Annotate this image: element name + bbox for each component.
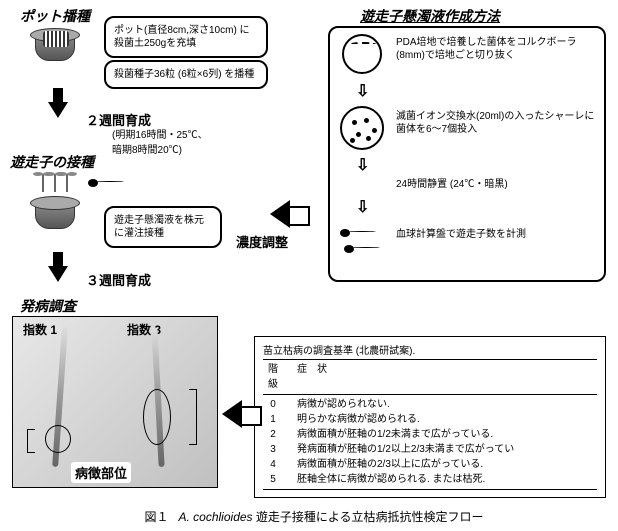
heading-zoospore-inoc: 遊走子の接種 [10, 152, 94, 172]
box-pot-fill: ポット(直径8cm,深さ10cm) に殺菌土250gを充填 [104, 16, 268, 58]
photo-panel: 指数 1 指数 3 病徴部位 [12, 316, 218, 488]
photo-index1-label: 指数 1 [23, 321, 57, 338]
pot-seedling-icon [30, 196, 80, 238]
arrow-down-icon [48, 266, 68, 282]
pot-sowing-icon [30, 28, 80, 70]
table-row: 2病徴面積が胚軸の1/2未満まで広がっている. [263, 427, 597, 442]
growth-conditions: (明期16時間・25℃、 暗期8時間20℃) [112, 126, 208, 156]
box-seed-info: 殺菌種子36粒 (6粒×6列) を播種 [104, 60, 268, 89]
table-row: 4病徴面積が胚軸の2/3以上に広がっている. [263, 457, 597, 472]
heading-zoospore-method: 遊走子懸濁液作成方法 [360, 6, 500, 26]
arrow-left-icon [270, 200, 290, 228]
survey-criteria-table: 苗立枯病の調査基準 (北農研試案). 階 級 症 状 0病徴が認められない. 1… [254, 336, 606, 498]
label-three-week: ３週間育成 [86, 270, 151, 289]
label-conc-adjust: 濃度調整 [236, 232, 288, 251]
table-row: 5胚軸全体に病徴が認められる. または枯死. [263, 472, 597, 487]
zoospore-icon [344, 242, 384, 256]
table-row: 0病徴が認められない. [263, 397, 597, 412]
table-title: 苗立枯病の調査基準 (北農研試案). [263, 342, 597, 357]
col-header-symptom: 症 状 [297, 362, 327, 392]
incubate-desc: 24時間静置 (24℃・暗黒) [396, 178, 508, 191]
ion-water-desc: 滅菌イオン交換水(20ml)の入ったシャーレに菌体を6〜7個投入 [396, 110, 596, 136]
zoospore-icon [340, 226, 380, 240]
pda-disc-icon [342, 34, 382, 74]
table-row: 3発病面積が胚軸の1/2以上2/3未満まで広がってい [263, 442, 597, 457]
heading-disease-survey: 発病調査 [20, 296, 76, 316]
box-inoculate: 遊走子懸濁液を株元に灌注接種 [104, 206, 222, 248]
arrow-down-icon [48, 102, 68, 118]
heading-pot-sowing: ポット播種 [20, 6, 90, 26]
arrow-down-icon: ⇩ [356, 198, 369, 219]
lesion-label: 病徴部位 [71, 462, 131, 483]
pda-desc: PDA培地で培養した菌体をコルクボーラ(8mm)で培地ごと切り抜く [396, 36, 596, 62]
count-desc: 血球計算盤で遊走子数を計測 [396, 228, 596, 241]
figure-caption: 図１ A. cochlioides 遊走子接種による立枯病抵抗性検定フロー [84, 508, 544, 525]
arrow-down-icon: ⇩ [356, 82, 369, 103]
arrow-down-icon: ⇩ [356, 156, 369, 177]
arrow-left-icon [222, 400, 242, 428]
table-row: 1明らかな病徴が認められる. [263, 412, 597, 427]
method-group-box: PDA培地で培養した菌体をコルクボーラ(8mm)で培地ごと切り抜く ⇩ 滅菌イオ… [328, 26, 606, 282]
zoospore-icon [88, 176, 128, 190]
col-header-grade: 階 級 [263, 362, 283, 392]
petri-dish-icon [340, 106, 384, 150]
